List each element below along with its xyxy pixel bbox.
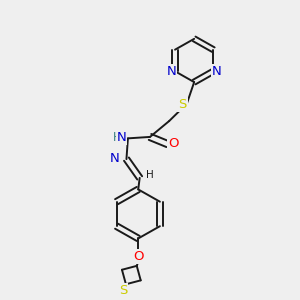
Text: H: H [113, 131, 122, 144]
Text: N: N [167, 65, 176, 78]
Text: O: O [133, 250, 143, 263]
Text: O: O [168, 137, 179, 150]
Text: N: N [212, 65, 222, 78]
Text: H: H [146, 170, 154, 180]
Text: S: S [178, 98, 187, 111]
Text: N: N [117, 131, 126, 144]
Text: S: S [119, 284, 127, 297]
Text: N: N [110, 152, 120, 165]
